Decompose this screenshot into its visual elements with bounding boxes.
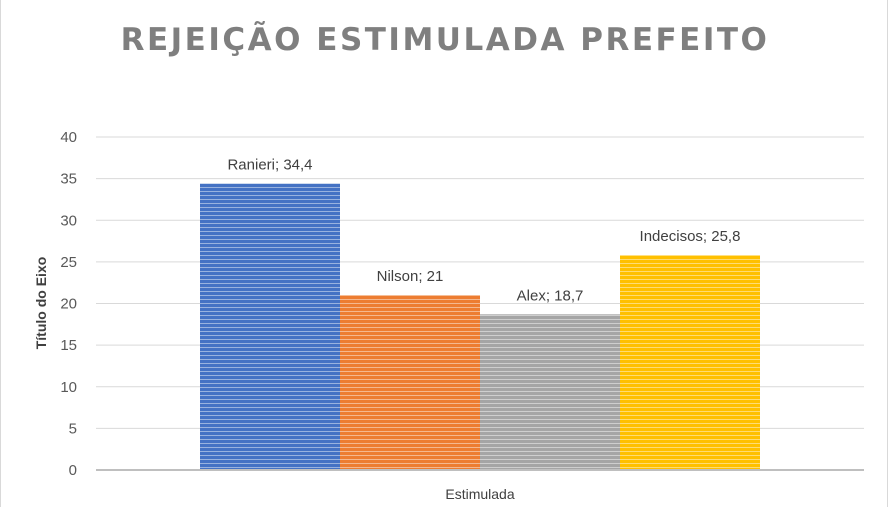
x-category-label: Estimulada [445,486,514,502]
data-label-ranieri: Ranieri; 34,4 [227,157,312,174]
bar-texture [480,314,620,470]
y-tick-label: 15 [60,337,77,354]
bar-texture [200,183,340,470]
bar-texture [620,255,760,470]
y-tick-label: 5 [69,420,77,437]
y-tick-label: 40 [60,129,77,146]
data-label-indecisos: Indecisos; 25,8 [640,228,741,245]
y-axis-ticks: 0 5 10 15 20 25 30 35 40 [60,129,77,479]
data-label-alex: Alex; 18,7 [517,287,584,304]
bars [200,183,760,470]
y-tick-label: 0 [69,462,77,479]
y-tick-label: 20 [60,296,77,313]
y-tick-label: 25 [60,254,77,271]
chart-title: REJEIÇÃO ESTIMULADA PREFEITO [120,22,770,58]
y-tick-label: 10 [60,379,77,396]
y-tick-label: 35 [60,171,77,188]
data-labels: Ranieri; 34,4 Nilson; 21 Alex; 18,7 Indecis… [227,157,740,305]
bar-texture [340,295,480,470]
y-tick-label: 30 [60,212,77,229]
y-axis-title: Título do Eixo [33,257,49,350]
data-label-nilson: Nilson; 21 [377,268,444,285]
